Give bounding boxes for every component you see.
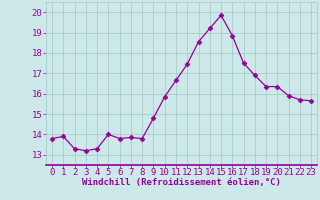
X-axis label: Windchill (Refroidissement éolien,°C): Windchill (Refroidissement éolien,°C) [82, 178, 281, 187]
